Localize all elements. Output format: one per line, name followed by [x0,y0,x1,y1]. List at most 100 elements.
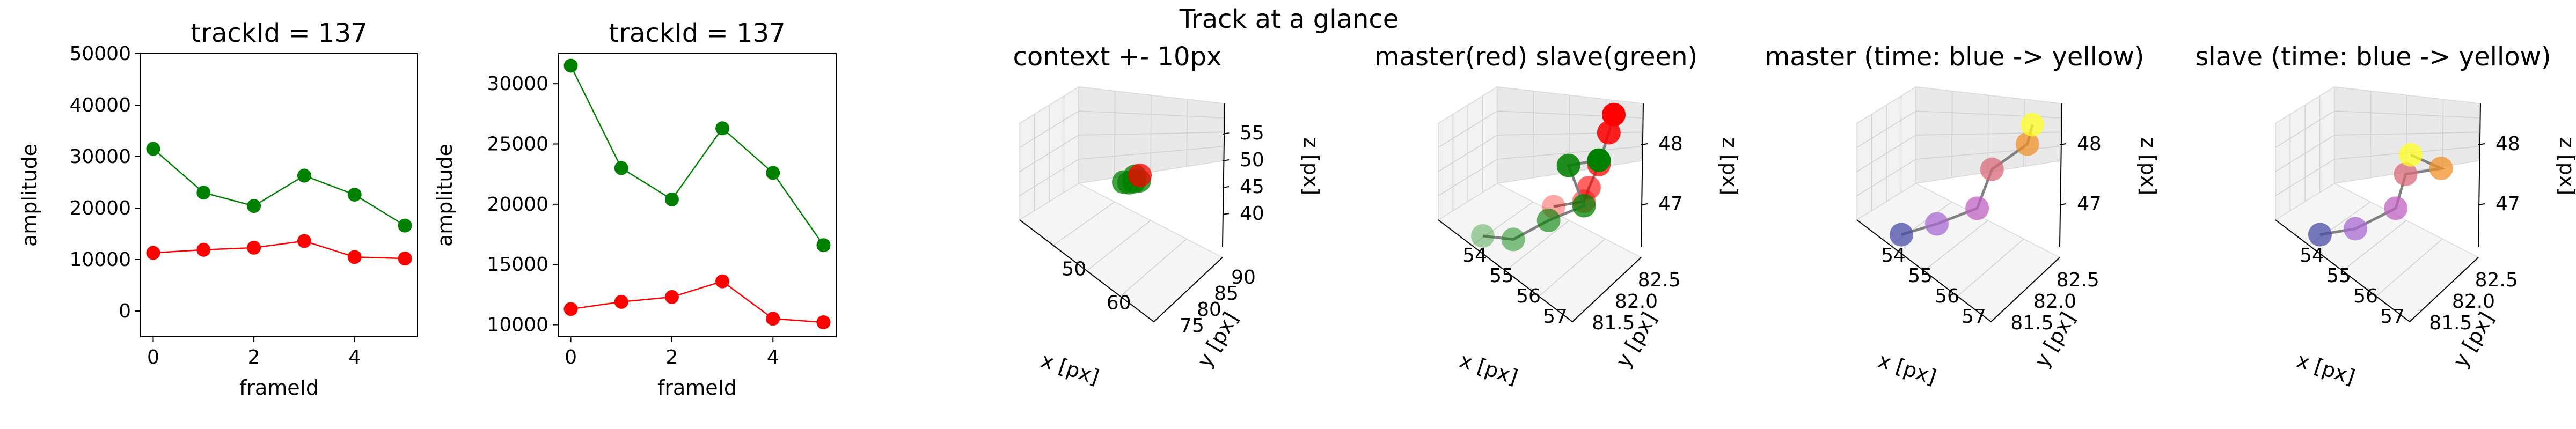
x-tick-label: 2 [665,346,678,368]
z-tick-mark [2059,143,2067,145]
x-axis-label: x [px] [1038,349,1102,389]
x-tick-label: 4 [767,346,779,368]
x-axis-label: x [px] [2294,349,2358,389]
x-axis-line [1856,219,1992,322]
z-tick-label: 47 [2077,193,2102,215]
grid-line [1856,159,1916,196]
data-point [564,302,578,316]
y-tick-label: 82.5 [1638,269,1681,291]
data-point [1128,163,1152,187]
data-point [564,58,578,73]
z-axis-line [2478,103,2481,247]
plot-frame [140,53,418,337]
y-tick-label: 10000 [69,249,131,271]
x-tick-label: 56 [1516,285,1541,307]
z-tick-mark [1222,186,1230,188]
slave-point [1536,208,1561,232]
y-axis-line [1153,257,1223,322]
y-tick-label: 15000 [487,254,548,276]
slave-point [1587,148,1611,172]
x-tick-label: 4 [348,346,361,368]
z-axis-label: z [px] [2136,137,2160,195]
x-axis-label: x [px] [1876,349,1940,389]
data-point [664,192,679,206]
data-point [2308,223,2332,247]
slave-point [1572,194,1596,218]
grid-line [1472,201,1534,246]
x-axis-line [2275,219,2410,322]
z-tick-label: 48 [1658,133,1683,155]
slave-point [1556,153,1580,177]
data-point [2398,143,2423,167]
y-axis-label: amplitude [433,144,457,247]
data-point [2343,217,2367,241]
data-point [146,142,160,156]
y-axis-line [1990,257,2060,322]
z-tick-mark [1641,203,1648,205]
y-tick-label: 20000 [69,197,131,219]
x-tick-label: 2 [248,346,260,368]
data-point [398,218,412,233]
data-point [766,312,780,326]
grid-line [1539,238,1606,297]
x-tick-label: 56 [1935,285,1959,307]
data-point [614,161,628,175]
x-tick-label: 55 [1489,265,1514,287]
y-tick-label: 0 [119,300,131,322]
series-line-1 [152,148,406,226]
z-tick-mark [1222,132,1230,135]
data-point [2021,113,2045,137]
grid-line [1497,146,1642,160]
grid-line [1019,135,1079,172]
data-point [816,315,831,330]
z-tick-label: 50 [1240,149,1264,171]
y-tick-label: 82.0 [2452,291,2495,313]
z-tick-label: 48 [2496,133,2520,155]
z-tick-mark [1222,213,1230,215]
y-tick-label: 25000 [487,134,548,156]
chart-title: context +- 10px [1013,42,1222,72]
y-tick-label: 90 [1231,267,1256,289]
x-tick-label: 54 [2300,245,2324,267]
y-tick-label: 50000 [69,43,131,65]
x-tick-label: 60 [1107,292,1131,314]
data-point [297,234,311,248]
z-tick-label: 47 [2496,193,2520,215]
data-point [196,186,211,200]
z-tick-label: 48 [2077,133,2102,155]
y-tick-label: 30000 [487,73,548,95]
z-tick-label: 45 [1240,176,1264,198]
x-axis-line [1438,219,1573,322]
x-axis-label: frameId [239,376,319,400]
y-axis-line [1572,257,1642,322]
y-tick-label: 40000 [69,94,131,116]
y-tick-label: 75 [1180,315,1204,337]
grid-line [1923,220,1988,271]
data-point [614,294,628,309]
data-point [347,250,362,264]
grid-line [2275,135,2335,172]
chart-title: trackId = 137 [191,18,367,48]
x-tick-label: 55 [1908,265,1933,287]
slave-point [1501,227,1525,252]
y-tick-label: 82.0 [2033,291,2076,313]
line-chart-1: trackId = 137 frameId amplitude 0 2 4 0 10000 20… [18,18,418,400]
z-tick-mark [1222,159,1230,161]
y-tick-label: 30000 [69,146,131,168]
data-point [247,240,261,255]
z-tick-mark [2478,143,2485,145]
z-tick-label: 47 [1658,193,1683,215]
chart-title: trackId = 137 [609,18,785,48]
chart-title: master(red) slave(green) [1374,42,1697,72]
x-axis-label: x [px] [1457,349,1521,389]
z-axis-line [1641,103,1644,247]
data-point [247,199,261,213]
y-tick-label: 82.0 [1615,291,1658,313]
x-tick-label: 55 [2326,265,2351,287]
grid-line [2376,238,2443,297]
grid-line [1019,159,1079,196]
